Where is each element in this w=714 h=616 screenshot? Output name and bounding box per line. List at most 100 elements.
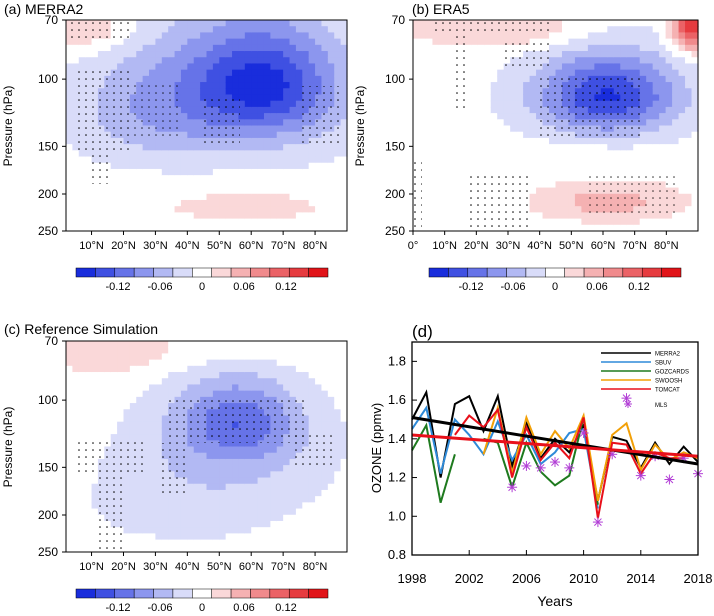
heatmap-cell xyxy=(270,372,278,379)
heatmap-cell xyxy=(334,82,342,89)
heatmap-cell xyxy=(85,353,93,361)
heatmap-cell xyxy=(321,527,329,534)
heatmap-cell xyxy=(613,162,621,170)
heatmap-cell xyxy=(302,32,310,40)
heatmap-cell xyxy=(484,144,492,151)
heatmap-cell xyxy=(117,181,125,189)
heatmap-cell xyxy=(180,144,188,151)
heatmap-cell xyxy=(334,224,342,232)
heatmap-cell xyxy=(129,162,137,170)
heatmap-cell xyxy=(238,57,246,65)
heatmap-cell xyxy=(232,520,240,528)
heatmap-cell xyxy=(78,218,86,226)
heatmap-cell xyxy=(529,181,537,189)
heatmap-cell xyxy=(257,446,265,454)
heatmap-cell xyxy=(149,359,157,367)
heatmap-cell xyxy=(477,44,485,52)
heatmap-cell xyxy=(129,533,137,541)
heatmap-cell xyxy=(302,496,310,503)
heatmap-cell xyxy=(308,38,316,46)
heatmap-cell xyxy=(161,545,169,553)
heatmap-cell xyxy=(91,218,99,226)
heatmap-cell xyxy=(212,496,220,503)
heatmap-cell xyxy=(315,359,323,367)
heatmap-cell xyxy=(327,372,335,379)
heatmap-cell xyxy=(574,199,583,207)
heatmap-cell xyxy=(142,489,150,497)
heatmap-cell xyxy=(523,119,531,127)
heatmap-cell xyxy=(665,150,673,158)
heatmap-cell xyxy=(646,38,654,46)
heatmap-cell xyxy=(633,162,641,170)
heatmap-cell xyxy=(516,162,524,170)
heatmap-cell xyxy=(327,471,335,479)
heatmap-cell xyxy=(161,353,169,361)
heatmap-cell xyxy=(251,69,259,77)
heatmap-cell xyxy=(193,100,201,108)
heatmap-cell xyxy=(66,26,73,34)
heatmap-cell xyxy=(155,341,163,348)
heatmap-cell xyxy=(155,51,163,58)
heatmap-cell xyxy=(91,384,99,392)
heatmap-cell xyxy=(685,218,693,226)
heatmap-cell xyxy=(225,452,233,460)
heatmap-cell xyxy=(257,38,265,46)
heatmap-cell xyxy=(206,359,214,367)
heatmap-cell xyxy=(659,57,667,65)
heatmap-cell xyxy=(445,88,453,96)
heatmap-cell xyxy=(276,496,284,503)
heatmap-cell xyxy=(270,38,278,46)
heatmap-cell xyxy=(523,162,531,170)
heatmap-cell xyxy=(283,353,291,361)
heatmap-cell xyxy=(149,533,157,541)
heatmap-cell xyxy=(276,113,284,120)
heatmap-cell xyxy=(168,187,176,195)
heatmap-cell xyxy=(219,496,227,503)
heatmap-cell xyxy=(665,88,673,96)
heatmap-cell xyxy=(672,63,680,71)
heatmap-cell xyxy=(161,44,169,52)
heatmap-cell xyxy=(180,125,188,133)
heatmap-cell xyxy=(200,44,208,52)
heatmap-cell xyxy=(315,508,323,516)
heatmap-cell xyxy=(600,44,608,52)
heatmap-cell xyxy=(497,94,505,102)
heatmap-cell xyxy=(302,144,310,151)
heatmap-cell xyxy=(129,489,137,497)
heatmap-cell xyxy=(620,218,628,226)
heatmap-cell xyxy=(104,384,112,392)
heatmap-cell xyxy=(594,51,602,58)
heatmap-cell xyxy=(529,75,537,83)
heatmap-cell xyxy=(308,545,316,553)
heatmap-cell xyxy=(340,57,348,65)
heatmap-cell xyxy=(219,57,227,65)
heatmap-cell xyxy=(276,218,284,226)
heatmap-cell xyxy=(142,44,150,52)
heatmap-cell xyxy=(445,125,453,133)
heatmap-cell xyxy=(327,378,335,386)
heatmap-cell xyxy=(445,206,453,213)
heatmap-cell xyxy=(471,162,479,170)
heatmap-cell xyxy=(419,106,427,114)
heatmap-cell xyxy=(232,75,240,83)
colorbar-swatch xyxy=(448,267,469,278)
heatmap-cell xyxy=(155,396,163,404)
heatmap-cell xyxy=(607,144,615,151)
heatmap-cell xyxy=(244,94,252,102)
heatmap-cell xyxy=(327,384,335,392)
heatmap-cell xyxy=(72,477,80,485)
x-tick-label: 1998 xyxy=(398,571,427,586)
heatmap-cell xyxy=(432,168,440,176)
heatmap-cell xyxy=(238,218,246,226)
heatmap-cell xyxy=(180,514,188,522)
heatmap-cell xyxy=(471,94,479,102)
heatmap-cell xyxy=(672,75,680,83)
heatmap-cell xyxy=(568,32,576,40)
heatmap-cell xyxy=(659,69,667,77)
heatmap-cell xyxy=(516,137,524,145)
heatmap-cell xyxy=(283,372,291,379)
heatmap-cell xyxy=(110,403,118,410)
legend-label: GOZCARDS xyxy=(655,370,689,376)
heatmap-cell xyxy=(244,390,252,398)
heatmap-cell xyxy=(168,353,176,361)
